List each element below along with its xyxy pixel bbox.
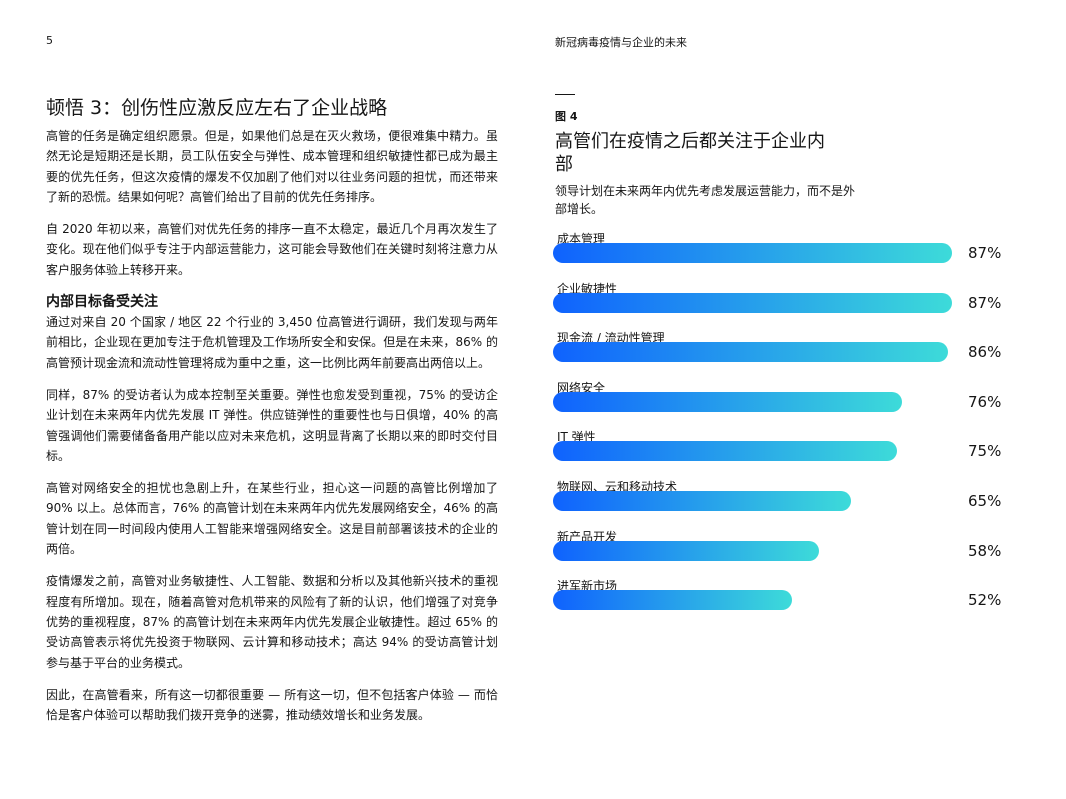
bar-row: 企业敏捷性 87% bbox=[553, 280, 1013, 328]
bar-value-label: 87% bbox=[968, 293, 1002, 312]
bar bbox=[553, 243, 953, 263]
bar-label: 进军新市场 bbox=[557, 579, 618, 594]
bar-value-label: 86% bbox=[968, 343, 1002, 362]
paragraph: 通过对来自 20 个国家 / 地区 22 个行业的 3,450 位高管进行调研，… bbox=[46, 315, 498, 370]
page-number: 5 bbox=[46, 34, 53, 47]
bar-row: 新产品开发 58% bbox=[553, 528, 1013, 576]
bar-row: 进军新市场 52% bbox=[553, 577, 1013, 625]
running-title: 新冠病毒疫情与企业的未来 bbox=[555, 36, 687, 49]
article-body: 高管的任务是确定组织愿景。但是，如果他们总是在灭火救场，便很难集中精力。虽然无论… bbox=[46, 126, 498, 737]
paragraph: 疫情爆发之前，高管对业务敏捷性、人工智能、数据和分析以及其他新兴技术的重视程度有… bbox=[46, 574, 498, 670]
subheading: 内部目标备受关注 bbox=[46, 294, 158, 311]
bar-row: 成本管理 87% bbox=[553, 230, 1013, 278]
figure-rule bbox=[555, 94, 575, 95]
paragraph: 因此，在高管看来，所有这一切都很重要 — 所有这一切，但不包括客户体验 — 而恰… bbox=[46, 687, 498, 723]
bar bbox=[553, 540, 820, 561]
bar-row: 现金流 / 流动性管理 86% bbox=[553, 329, 1013, 377]
figure-title: 高管们在疫情之后都关注于企业内部 bbox=[555, 131, 825, 175]
paragraph: 高管的任务是确定组织愿景。但是，如果他们总是在灭火救场，便很难集中精力。虽然无论… bbox=[46, 129, 498, 204]
bar-label: 企业敏捷性 bbox=[557, 281, 618, 296]
bar bbox=[553, 491, 852, 511]
figure-subtitle: 领导计划在未来两年内优先考虑发展运营能力，而不是外部增长。 bbox=[555, 184, 856, 216]
bar-row: 物联网、云和移动技术 65% bbox=[553, 478, 1013, 526]
bar-value-label: 87% bbox=[968, 244, 1002, 262]
bar-label: 物联网、云和移动技术 bbox=[557, 480, 678, 494]
bar bbox=[553, 292, 953, 313]
bar-value-label: 75% bbox=[968, 442, 1002, 461]
bar-value-label: 76% bbox=[968, 392, 1002, 411]
bar-value-label: 58% bbox=[968, 541, 1002, 560]
bar-label: 网络安全 bbox=[557, 380, 606, 395]
paragraph: 同样，87% 的受访者认为成本控制至关重要。弹性也愈发受到重视，75% 的受访企… bbox=[46, 387, 498, 463]
bar-label: 现金流 / 流动性管理 bbox=[557, 331, 665, 346]
paragraph: 自 2020 年初以来，高管们对优先任务的排序一直不太稳定，最近几个月再次发生了… bbox=[46, 222, 498, 277]
bar-row: 网络安全 76% bbox=[553, 379, 1013, 427]
bar-label: 成本管理 bbox=[557, 232, 606, 246]
bar bbox=[553, 590, 792, 611]
bar-label: IT 弹性 bbox=[557, 430, 596, 445]
bar bbox=[553, 391, 902, 412]
paragraph: 高管对网络安全的担忧也急剧上升，在某些行业，担心这一问题的高管比例增加了 90%… bbox=[46, 481, 498, 557]
bar-label: 新产品开发 bbox=[557, 529, 618, 544]
bar bbox=[553, 342, 948, 363]
section-title: 顿悟 3：创伤性应激反应左右了企业战略 bbox=[46, 97, 388, 119]
bar-value-label: 65% bbox=[968, 492, 1002, 510]
bar-value-label: 52% bbox=[968, 591, 1002, 610]
figure-label: 图 4 bbox=[555, 110, 578, 123]
bar bbox=[553, 441, 898, 462]
bar-row: IT 弹性 75% bbox=[553, 428, 1013, 476]
